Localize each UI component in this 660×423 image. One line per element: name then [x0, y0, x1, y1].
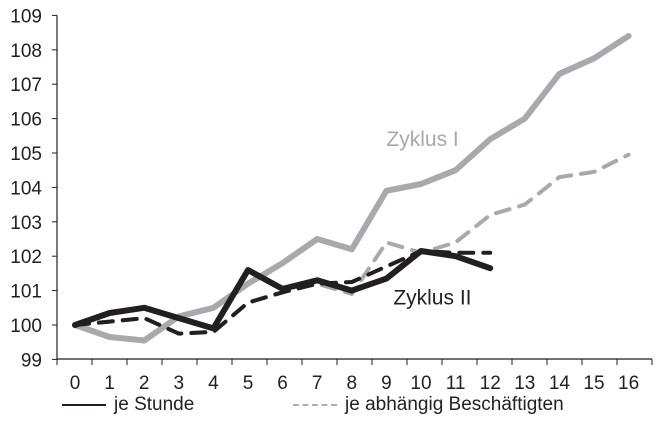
dashed-line-icon — [293, 404, 337, 406]
series-line — [72, 248, 494, 332]
x-tick-label: 8 — [347, 373, 358, 394]
annotations: Zyklus I Zyklus II — [386, 128, 471, 309]
x-tick-label: 14 — [549, 373, 571, 394]
y-tick-label: 104 — [10, 178, 42, 199]
x-tick-label: 13 — [514, 373, 535, 394]
x-tick-label: 4 — [208, 373, 219, 394]
x-tick-label: 7 — [312, 373, 323, 394]
x-tick-label: 12 — [480, 373, 501, 394]
x-tick-label: 5 — [243, 373, 254, 394]
y-tick-label: 107 — [10, 75, 42, 96]
series-annotation: Zyklus II — [393, 286, 471, 309]
legend-item-per-employee: je abhängig Beschäftigten — [293, 394, 564, 416]
x-tick-label: 9 — [381, 373, 392, 394]
y-tick-label: 102 — [10, 247, 42, 268]
x-tick-label: 2 — [139, 373, 150, 394]
legend-label-per-employee: je abhängig Beschäftigten — [345, 394, 564, 415]
x-tick-label: 3 — [174, 373, 185, 394]
series-annotation: Zyklus I — [386, 128, 458, 151]
x-tick-label: 0 — [70, 373, 81, 394]
legend-label-per-hour: je Stunde — [114, 394, 195, 415]
y-tick-label: 105 — [10, 144, 42, 165]
y-tick-label: 106 — [10, 110, 42, 131]
x-tick-label: 10 — [410, 373, 431, 394]
y-tick-label: 101 — [10, 282, 42, 303]
y-tick-label: 100 — [10, 316, 42, 337]
y-tick-label: 109 — [10, 6, 42, 27]
x-tick-label: 15 — [583, 373, 604, 394]
x-tick-label: 11 — [446, 373, 466, 394]
plot-area — [72, 33, 632, 344]
y-tick-label: 99 — [21, 350, 42, 371]
x-tick-label: 1 — [104, 373, 115, 394]
y-tick-label: 108 — [10, 41, 42, 62]
x-tick-label: 6 — [277, 373, 288, 394]
x-tick-label: 16 — [618, 373, 639, 394]
solid-line-icon — [62, 404, 106, 406]
y-tick-label: 103 — [10, 213, 42, 234]
series-line — [72, 33, 632, 344]
legend-item-per-hour: je Stunde — [62, 394, 194, 416]
